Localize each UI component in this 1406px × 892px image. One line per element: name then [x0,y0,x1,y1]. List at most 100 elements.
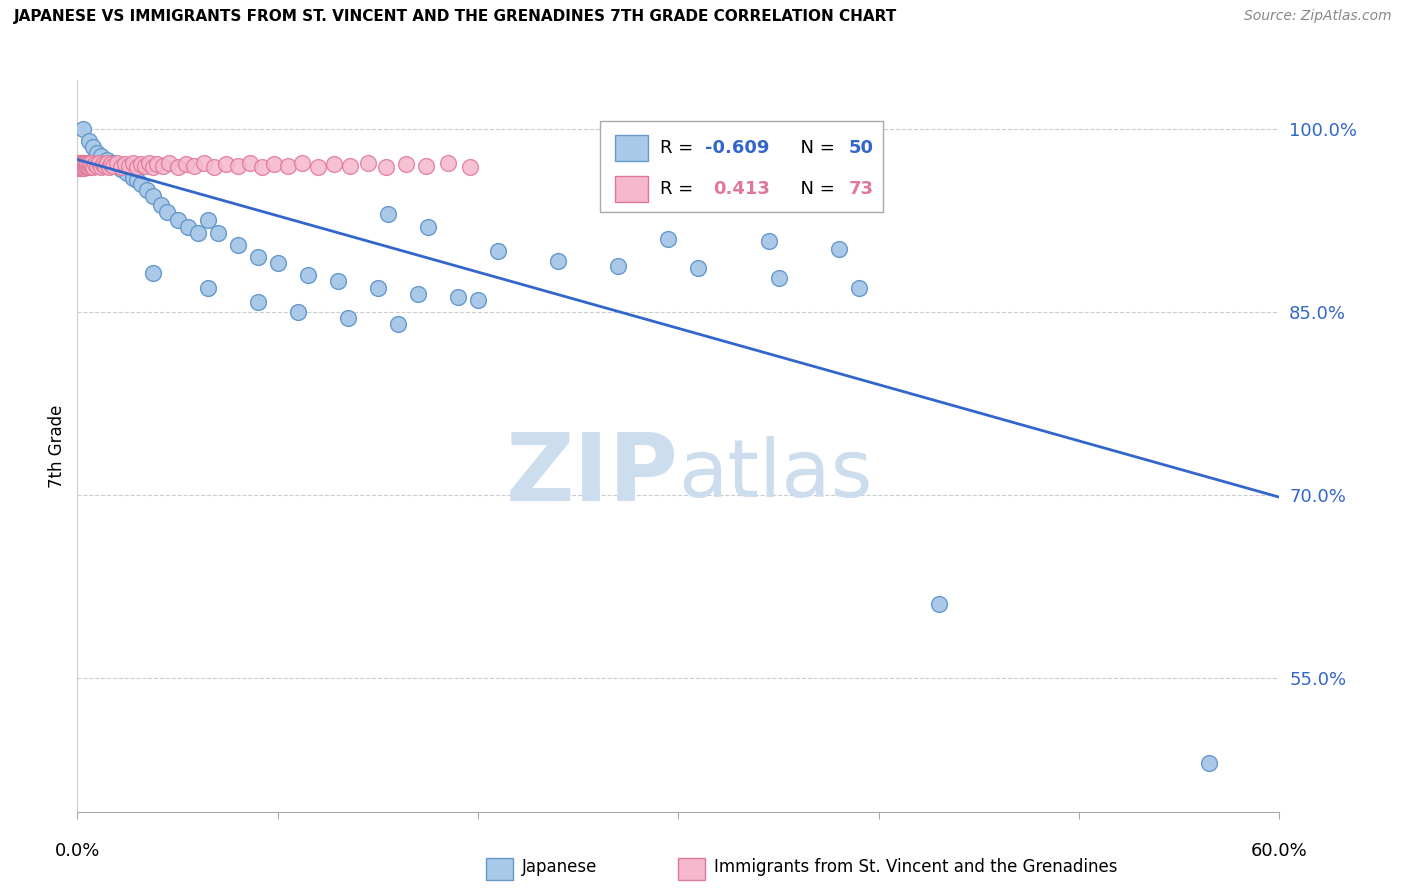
Point [156,205,179,219]
Text: 73: 73 [849,180,875,198]
Point [197,280,219,294]
Point [226,159,249,173]
Point [94,159,117,173]
Point [67,157,90,171]
Text: 0.413: 0.413 [713,180,770,198]
Point [416,219,439,234]
Point [547,253,569,268]
Point [76,159,98,173]
Point [67,156,90,170]
Point [176,219,198,234]
Point [100,157,122,171]
Point [607,259,630,273]
Text: Immigrants from St. Vincent and the Grenadines: Immigrants from St. Vincent and the Gren… [714,857,1118,876]
Point [193,156,215,170]
Point [79,156,101,170]
Text: Source: ZipAtlas.com: Source: ZipAtlas.com [1244,9,1392,23]
Point [166,160,188,174]
Point [72,122,94,136]
Point [69,156,91,170]
Point [69,161,91,175]
FancyBboxPatch shape [486,858,513,880]
Point [110,162,132,177]
Point [437,156,460,170]
Point [226,238,249,252]
Point [122,156,145,170]
Text: R =: R = [661,180,706,198]
Point [96,153,118,167]
FancyBboxPatch shape [614,135,648,161]
Point [131,157,153,171]
Point [186,226,209,240]
Point [69,160,91,174]
Point [70,160,93,174]
Point [79,134,101,148]
Point [72,156,94,170]
Point [202,160,225,174]
Point [80,159,103,173]
Text: 0.0%: 0.0% [55,842,100,860]
Point [277,159,299,173]
Point [72,157,94,171]
Point [134,159,156,173]
Point [67,161,90,175]
Point [166,213,188,227]
Point [174,157,197,171]
Point [207,226,229,240]
Point [336,311,359,326]
Point [467,293,489,307]
Point [75,159,97,173]
Point [98,160,121,174]
Point [367,280,389,294]
Point [159,156,181,170]
Point [415,159,437,173]
Point [267,256,290,270]
Point [69,157,91,171]
Point [73,161,96,175]
Point [117,166,139,180]
Point [114,157,136,171]
Point [142,189,165,203]
Point [75,160,97,174]
Point [768,270,790,285]
Point [142,160,165,174]
Point [96,156,118,170]
Point [239,156,262,170]
Point [307,160,329,174]
Text: 60.0%: 60.0% [1251,842,1308,860]
Point [326,275,349,289]
Point [387,317,409,331]
Point [146,157,169,171]
Point [89,156,111,170]
Point [848,280,870,294]
Point [118,159,141,173]
Point [90,160,112,174]
Point [127,160,149,174]
Point [67,160,90,174]
Point [150,197,173,211]
Point [246,250,269,264]
Point [758,234,780,248]
Text: N =: N = [789,139,841,157]
FancyBboxPatch shape [600,120,883,212]
Point [374,160,396,174]
Point [828,242,851,256]
Text: R =: R = [661,139,699,157]
Point [72,160,94,174]
Point [357,156,380,170]
Point [82,140,104,154]
Point [377,207,399,221]
Point [297,268,319,283]
Point [142,266,165,280]
Point [107,159,129,173]
Point [103,159,125,173]
Text: JAPANESE VS IMMIGRANTS FROM ST. VINCENT AND THE GRENADINES 7TH GRADE CORRELATION: JAPANESE VS IMMIGRANTS FROM ST. VINCENT … [14,9,897,24]
Point [67,159,90,173]
Text: ZIP: ZIP [506,429,679,521]
Point [291,156,314,170]
Point [395,157,418,171]
Point [70,159,93,173]
Point [90,149,112,163]
Point [70,161,93,175]
Point [136,183,159,197]
